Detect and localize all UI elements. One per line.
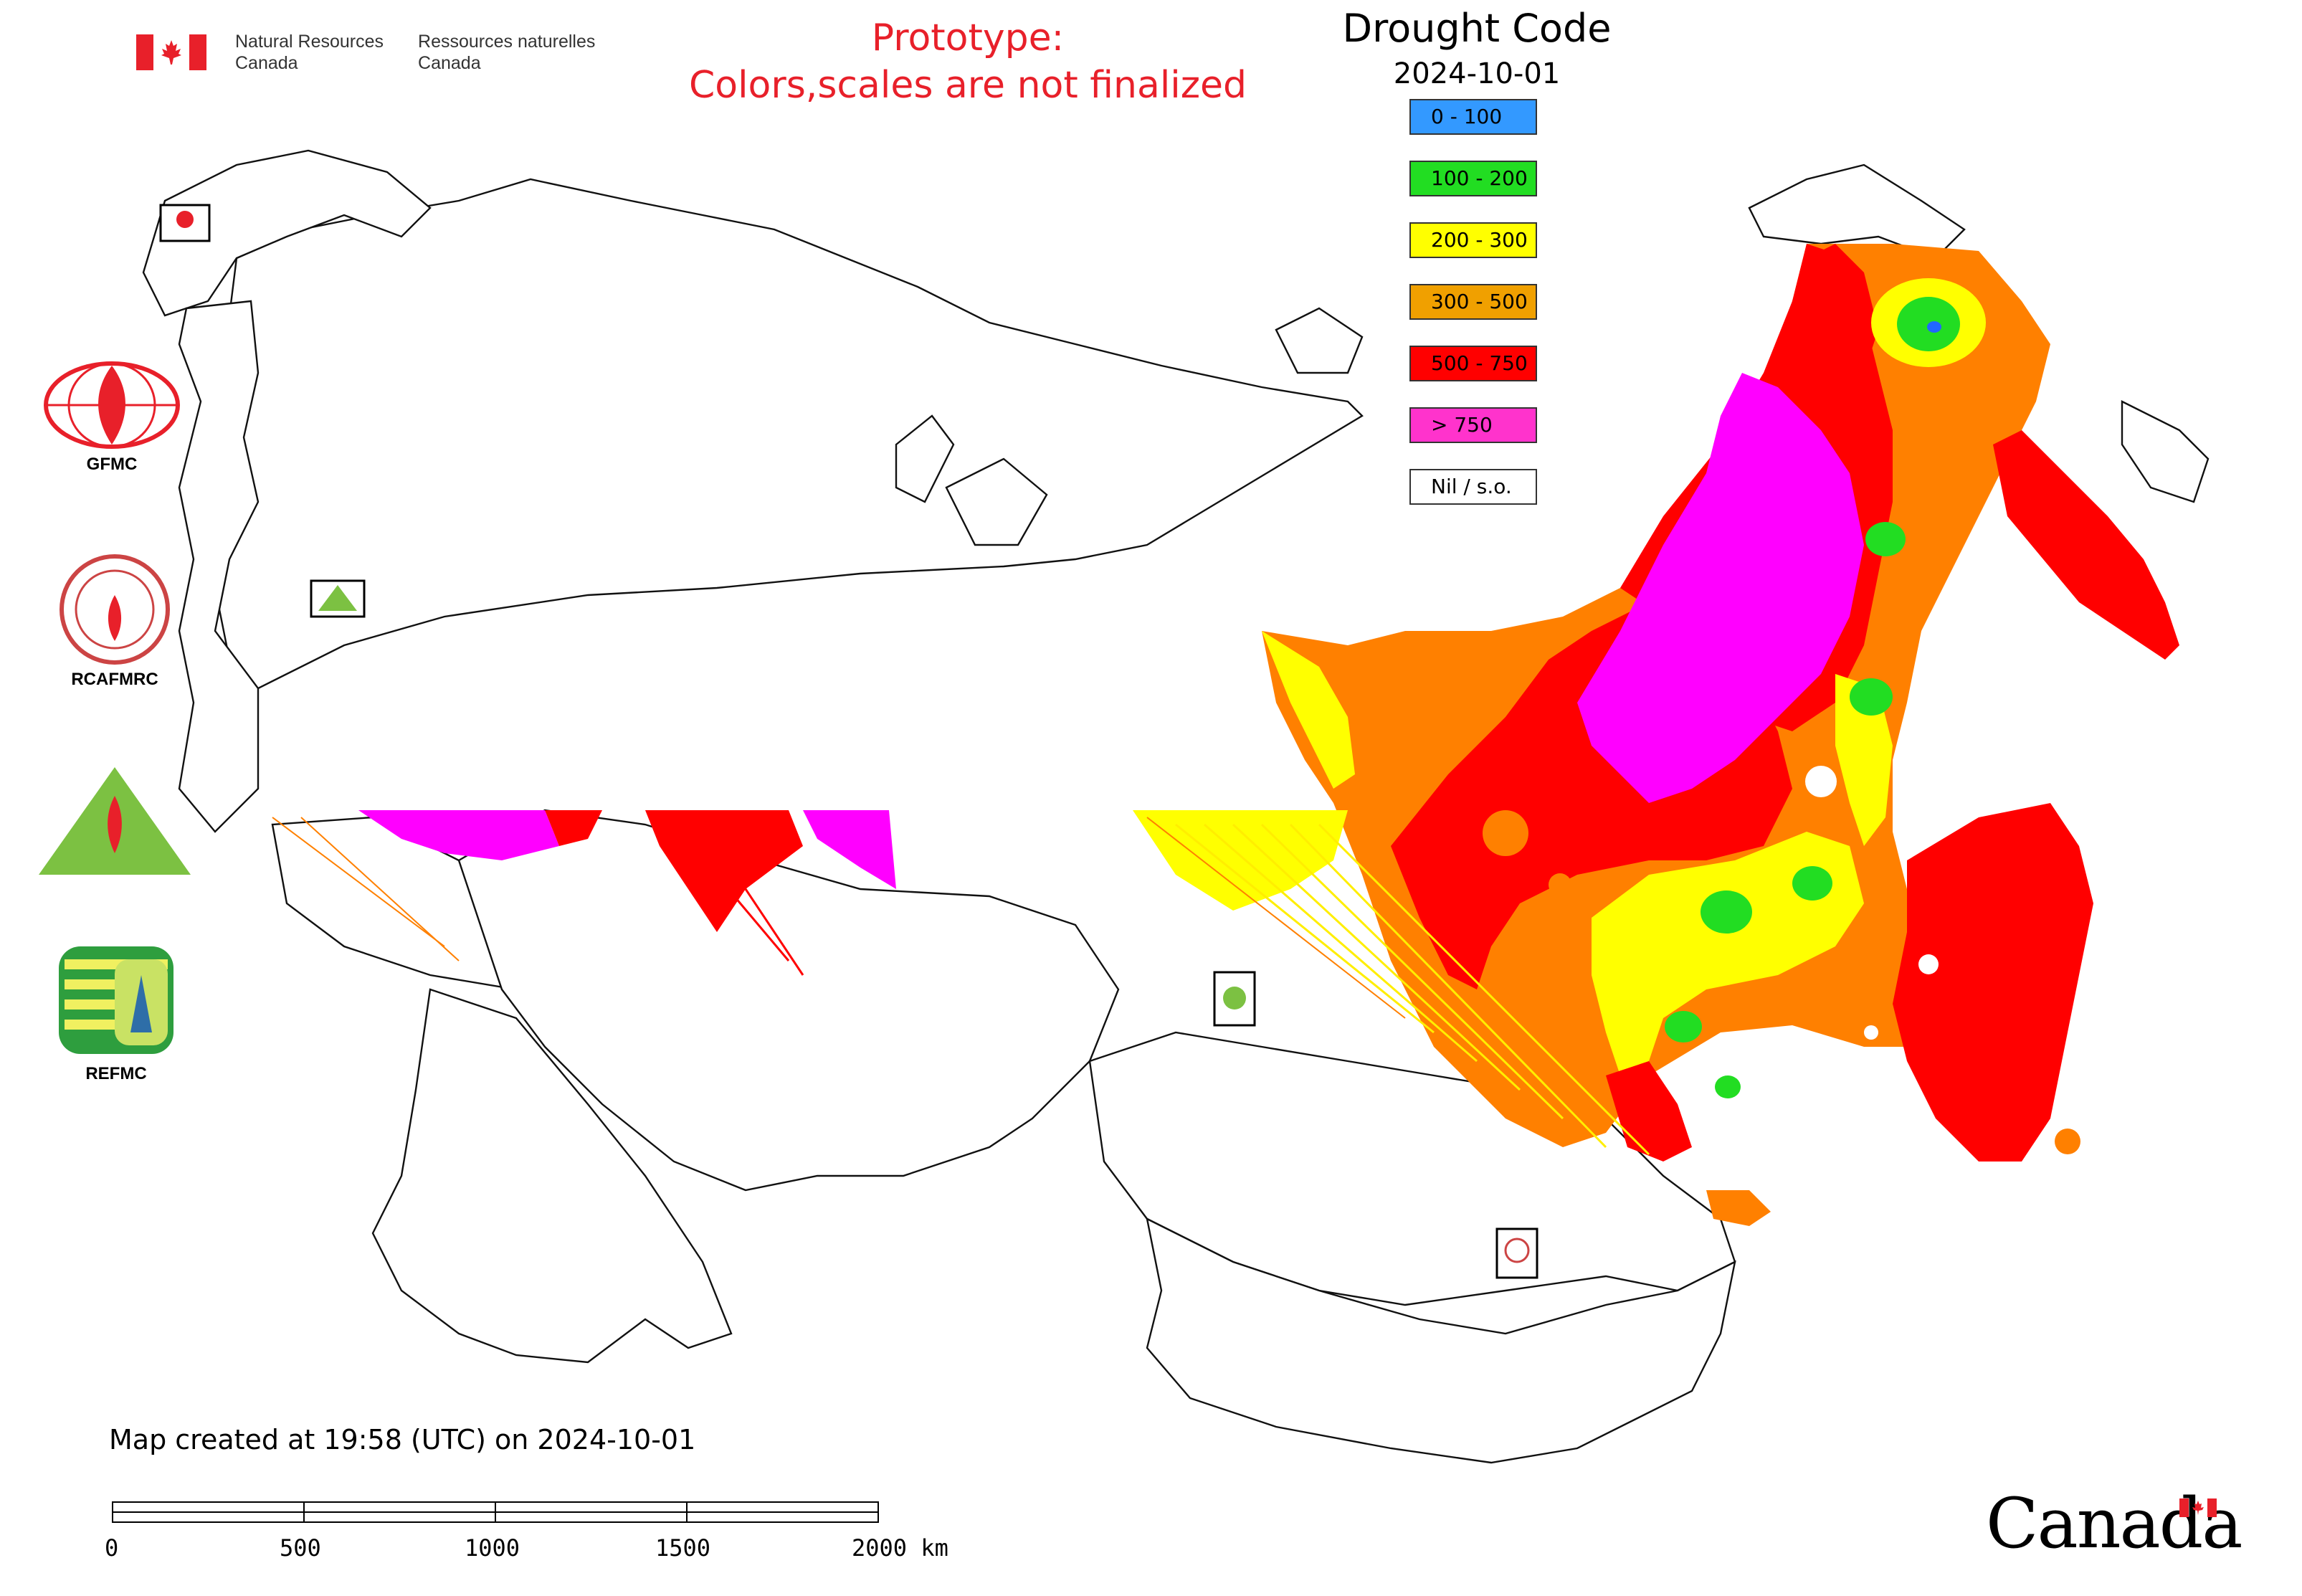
canada-flag-icon (136, 34, 206, 70)
legend-item: 500 - 750 (1409, 346, 1537, 381)
arctic-islands-outline (945, 457, 1048, 546)
novaya-zemlya-outline (895, 414, 955, 503)
kamchatka-outline (2121, 400, 2210, 503)
central-asia-outline (371, 988, 733, 1364)
scandinavia-outline (142, 149, 432, 317)
wordmark-flag-icon (2179, 1498, 2217, 1517)
legend-item: 300 - 500 (1409, 284, 1537, 320)
europe-west-outline (178, 300, 260, 833)
government-signature: Natural Resources Canada Ressources natu… (136, 27, 629, 77)
drought-code-fills (272, 244, 2179, 1226)
scale-label-500: 500 (280, 1534, 321, 1562)
china-outline (1146, 1217, 1736, 1464)
russia-europe-outline (214, 178, 1364, 719)
legend-date: 2024-10-01 (1393, 57, 1561, 90)
rcafmrc-emblem-icon (60, 554, 170, 665)
legend-item: 100 - 200 (1409, 161, 1537, 196)
legend-title: Drought Code (1342, 6, 1612, 51)
scale-bar (112, 1501, 879, 1523)
chukotka-outline (1748, 163, 1966, 260)
legend-item: 0 - 100 (1409, 99, 1537, 135)
legend-item: 200 - 300 (1409, 222, 1537, 258)
scale-label-1500: 1500 (655, 1534, 711, 1562)
map-created-timestamp: Map created at 19:58 (UTC) on 2024-10-01 (109, 1424, 696, 1455)
prototype-notice: Prototype: Colors,scales are not finaliz… (688, 16, 1247, 107)
department-name-en: Natural Resources Canada (235, 32, 384, 73)
refmc-emblem-icon (59, 946, 173, 1054)
scale-label-2000: 2000 km (852, 1534, 948, 1562)
gfmc-emblem-icon (44, 361, 180, 449)
reefmc-logo (39, 767, 191, 878)
scale-label-0: 0 (105, 1534, 119, 1562)
canada-wordmark: Canada (1986, 1483, 2242, 1564)
reefmc-emblem-icon (39, 767, 191, 875)
department-name-fr: Ressources naturelles Canada (418, 32, 596, 73)
legend-item: Nil / s.o. (1409, 469, 1537, 505)
gfmc-logo: GFMC (40, 358, 184, 475)
rcafmrc-logo: RCAFMRC (57, 552, 172, 690)
map-inset-logos (159, 204, 1538, 1279)
refmc-logo: REFMC (59, 946, 173, 1084)
country-outlines (142, 149, 2210, 1464)
legend-item: > 750 (1409, 407, 1537, 443)
severnaya-zemlya-outline (1275, 307, 1364, 374)
scale-label-1000: 1000 (465, 1534, 520, 1562)
